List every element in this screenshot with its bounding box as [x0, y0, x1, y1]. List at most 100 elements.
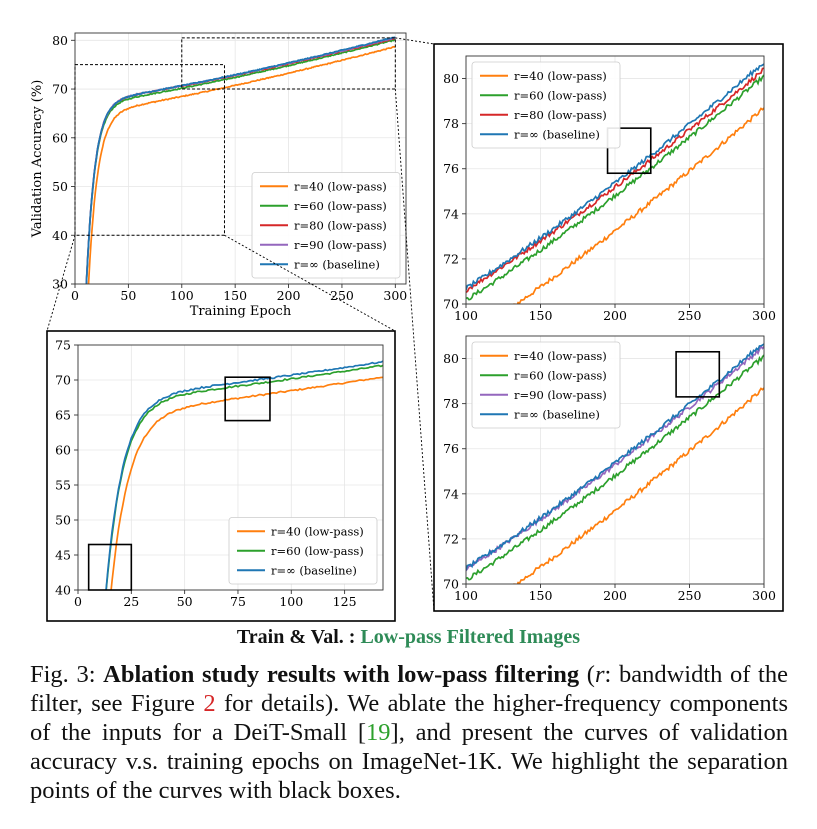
legend-frame [471, 61, 621, 149]
legend-entry-r40: r=40 (low-pass) [294, 179, 387, 193]
legend-entry-r40: r=40 (low-pass) [514, 349, 607, 363]
series-line-rinf [105, 360, 383, 590]
legend-entry-r60: r=60 (low-pass) [294, 199, 387, 213]
y-tick-label: 40 [52, 228, 68, 243]
x-tick-label: 250 [678, 308, 702, 323]
series-line-r60 [466, 74, 764, 301]
y-tick-label: 72 [443, 531, 459, 546]
y-tick-label: 74 [443, 486, 459, 501]
y-tick-label: 40 [55, 583, 71, 598]
x-tick-label: 150 [529, 308, 553, 323]
legend: r=40 (low-pass) r=60 (low-pass) r=80 (low-… [471, 61, 621, 149]
separation-highlight-box [224, 376, 271, 422]
y-tick-label: 60 [55, 443, 71, 458]
series-line-rinf [466, 343, 764, 571]
series-line-r80 [466, 67, 764, 294]
axes-frame [77, 344, 384, 591]
x-tick-label: 300 [752, 308, 776, 323]
y-tick-label: 65 [55, 408, 71, 423]
series-line-r40 [110, 376, 383, 590]
chart-zoom-late-90: 100 150 200 250 300 70 72 74 76 78 80 r=40 (low-pas… [443, 335, 776, 603]
y-tick-label: 78 [443, 116, 459, 131]
x-tick-label: 150 [223, 288, 247, 303]
x-tick-label: 250 [678, 588, 702, 603]
y-tick-label: 76 [443, 161, 459, 176]
series-line-rinf [466, 63, 764, 291]
series-group [105, 360, 383, 590]
y-tick-label: 50 [52, 179, 68, 194]
legend-entry-rinf: r=∞ (baseline) [294, 257, 380, 271]
y-tick-label: 50 [55, 513, 71, 528]
y-tick-label: 55 [55, 478, 71, 493]
legend-entry-r80: r=80 (low-pass) [294, 218, 387, 232]
y-axis-label: Validation Accuracy (%) [30, 80, 45, 239]
series-line-r40 [512, 107, 764, 304]
series-group [466, 343, 764, 584]
chart-main: 0 50 100 150 200 250 300 30 40 50 60 70 80 Training E… [30, 32, 407, 319]
y-tick-label: 78 [443, 396, 459, 411]
legend-entry-rinf: r=∞ (baseline) [514, 127, 600, 141]
legend-entry-r90: r=90 (low-pass) [514, 388, 607, 402]
x-tick-label: 150 [529, 588, 553, 603]
legend-entry-r40: r=40 (low-pass) [271, 524, 364, 538]
separation-highlight-box [87, 543, 133, 591]
chart-zoom-late-80: 100 150 200 250 300 70 72 74 76 78 80 r=40 (low-pas… [443, 55, 776, 323]
inset-frame-early [46, 330, 396, 622]
figure-caption: Fig. 3: Ablation study results with low-… [30, 661, 788, 804]
citation-link[interactable]: 19 [366, 719, 391, 746]
y-tick-label: 80 [443, 351, 459, 366]
x-tick-label: 50 [120, 288, 136, 303]
legend-entry-rinf: r=∞ (baseline) [514, 407, 600, 421]
y-tick-label: 76 [443, 441, 459, 456]
x-tick-label: 25 [123, 594, 139, 609]
zoom-region-box [181, 37, 396, 90]
x-tick-label: 50 [177, 594, 193, 609]
y-tick-label: 45 [55, 548, 71, 563]
y-tick-label: 72 [443, 251, 459, 266]
y-tick-label: 80 [52, 33, 68, 48]
series-line-r60 [466, 354, 764, 581]
figure-ref-link[interactable]: 2 [203, 690, 216, 717]
legend-entry-r90: r=90 (low-pass) [294, 238, 387, 252]
inset-frame-late [433, 43, 784, 612]
y-tick-label: 60 [52, 130, 68, 145]
x-tick-label: 200 [603, 588, 627, 603]
separation-highlight-box [675, 350, 721, 398]
legend-frame [471, 341, 621, 429]
x-tick-label: 300 [752, 588, 776, 603]
y-tick-label: 70 [443, 577, 459, 592]
figure-subtitle: Train & Val. : Low-pass Filtered Images [236, 626, 581, 648]
x-tick-label: 200 [277, 288, 301, 303]
y-tick-label: 70 [52, 82, 68, 97]
legend-entry-r60: r=60 (low-pass) [514, 368, 607, 382]
y-tick-label: 75 [55, 338, 71, 353]
y-tick-label: 70 [443, 297, 459, 312]
series-group [466, 63, 764, 304]
x-tick-label: 100 [454, 588, 478, 603]
legend-entry-rinf: r=∞ (baseline) [271, 563, 357, 577]
legend-entry-r40: r=40 (low-pass) [514, 69, 607, 83]
legend: r=40 (low-pass) r=60 (low-pass) r=90 (low-… [471, 341, 621, 429]
x-tick-label: 100 [279, 594, 303, 609]
series-line-r60 [85, 38, 396, 284]
chart-zoom-early: 0 25 50 75 100 125 40 45 50 55 60 65 70 75 r=40 (low-p… [55, 338, 384, 609]
x-tick-label: 125 [333, 594, 357, 609]
x-tick-label: 100 [454, 308, 478, 323]
x-tick-label: 75 [230, 594, 246, 609]
x-tick-label: 0 [71, 288, 79, 303]
series-line-rinf [85, 36, 396, 284]
series-group [85, 36, 396, 284]
x-tick-label: 100 [170, 288, 194, 303]
legend-entry-r60: r=60 (low-pass) [514, 88, 607, 102]
zoom-connector [224, 234, 396, 332]
zoom-connector [394, 89, 435, 612]
zoom-connector [46, 235, 76, 332]
zoom-connector [395, 37, 435, 45]
x-tick-label: 250 [330, 288, 354, 303]
legend: r=40 (low-pass) r=60 (low-pass) r=∞ (basel… [228, 517, 378, 585]
series-line-r40 [87, 45, 396, 284]
y-tick-label: 30 [52, 277, 68, 292]
x-tick-label: 200 [603, 308, 627, 323]
legend-frame [228, 517, 378, 585]
